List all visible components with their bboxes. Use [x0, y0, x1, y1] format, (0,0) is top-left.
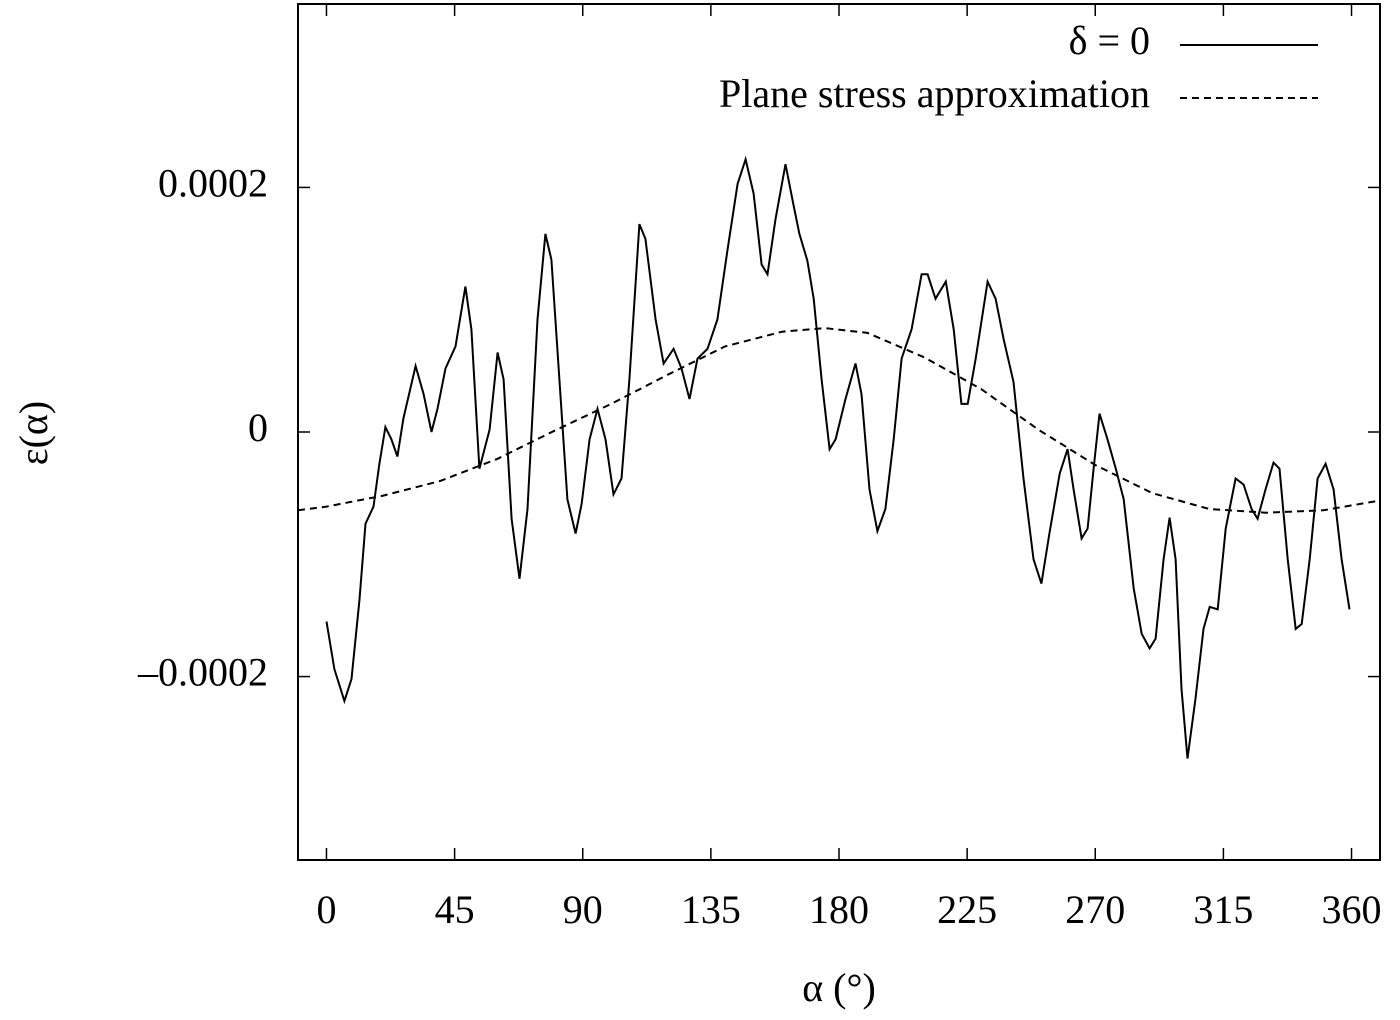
- data-line: [297, 327, 1381, 514]
- legend-label: δ = 0: [1069, 18, 1150, 63]
- x-axis-label: α (°): [802, 965, 876, 1010]
- x-tick-label: 225: [937, 887, 997, 932]
- x-tick-label: 0: [316, 887, 336, 932]
- data-line: [325, 155, 1351, 759]
- legend-label: Plane stress approximation: [719, 71, 1150, 116]
- x-tick-label: 360: [1322, 887, 1382, 932]
- y-axis-label: ε(α): [11, 401, 56, 465]
- x-tick-label: 135: [681, 887, 741, 932]
- y-tick-label: –0.0002: [137, 650, 268, 695]
- y-tick-label: 0: [248, 405, 268, 450]
- x-tick-label: 315: [1193, 887, 1253, 932]
- x-tick-label: 270: [1065, 887, 1125, 932]
- plot-frame: [297, 3, 1381, 861]
- y-tick-label: 0.0002: [158, 161, 268, 206]
- x-tick-label: 45: [435, 887, 475, 932]
- x-tick-label: 180: [809, 887, 869, 932]
- x-tick-label: 90: [563, 887, 603, 932]
